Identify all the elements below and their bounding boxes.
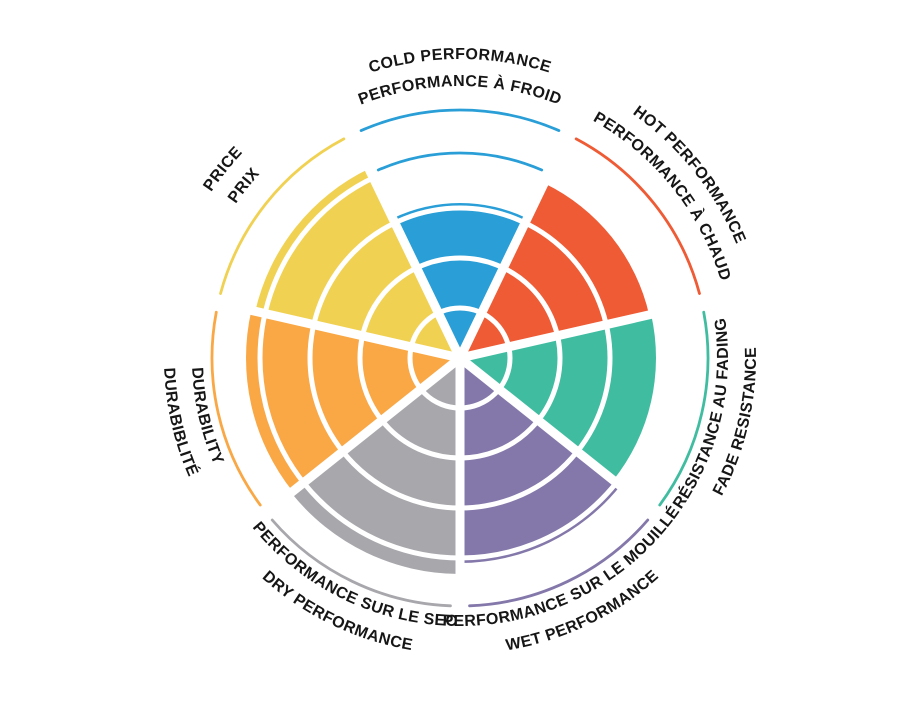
sector-wedge-cold-performance bbox=[392, 203, 528, 358]
outer-arc-price bbox=[219, 137, 346, 295]
outer-arc-fade-resistance bbox=[658, 310, 710, 507]
label-path-cold-performance-inner bbox=[285, 86, 635, 150]
sector-separator-7 bbox=[353, 144, 465, 360]
sector-separator-3 bbox=[457, 354, 647, 509]
sector-wedge-wet-performance bbox=[460, 358, 621, 563]
label-text-cold-performance-fr: PERFORMANCE À FROID bbox=[356, 73, 563, 109]
label-hot-performance-en: HOT PERFORMANCE bbox=[630, 103, 749, 246]
label-cold-performance-fr: PERFORMANCE À FROID bbox=[356, 73, 564, 109]
label-cold-performance-en: COLD PERFORMANCE bbox=[367, 46, 553, 77]
sector-separator-1 bbox=[455, 144, 567, 360]
label-durability-en: DURABILITY bbox=[188, 367, 226, 467]
sector-separator-2 bbox=[458, 301, 691, 363]
outer-arc-hot-performance bbox=[574, 137, 701, 295]
label-text-hot-performance-en: HOT PERFORMANCE bbox=[630, 103, 748, 246]
outer-arc-durability bbox=[210, 310, 262, 507]
label-text-cold-performance-en: COLD PERFORMANCE bbox=[367, 46, 553, 77]
outer-arc-wet-performance bbox=[468, 518, 650, 608]
extra-arc-cold-performance bbox=[376, 151, 544, 172]
sector-separator-5 bbox=[273, 354, 463, 509]
outer-arc-dry-performance bbox=[270, 518, 452, 608]
label-text-durability-en: DURABILITY bbox=[188, 367, 226, 467]
sector-wedge-dry-performance bbox=[291, 358, 460, 574]
sector-wedge-durability bbox=[246, 310, 460, 492]
outer-arc-cold-performance bbox=[359, 108, 561, 132]
sector-separator-6 bbox=[229, 301, 462, 363]
sector-wedge-price bbox=[255, 168, 460, 358]
